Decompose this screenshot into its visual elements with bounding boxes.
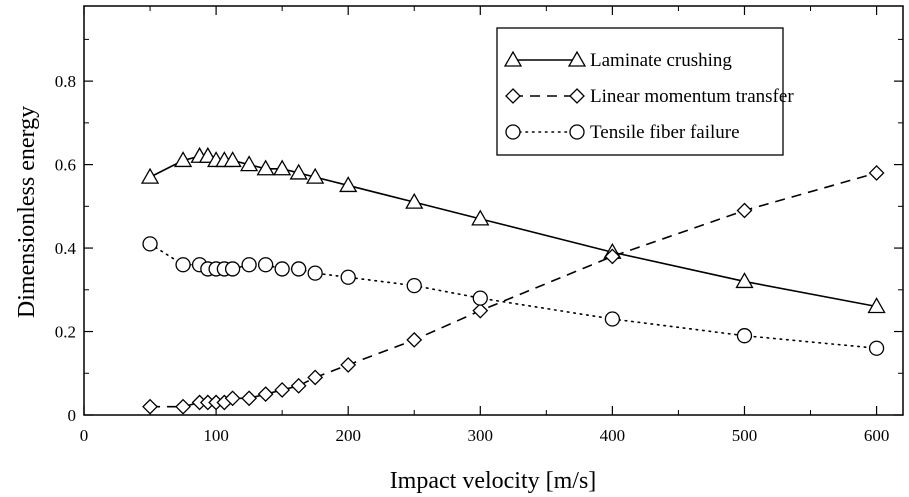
legend-label: Laminate crushing — [590, 50, 732, 71]
data-point-diamond — [224, 390, 241, 407]
data-point-diamond — [406, 331, 423, 348]
legend: Laminate crushing Linear momentum transfe… — [496, 27, 794, 156]
data-point-diamond — [274, 382, 291, 398]
legend-box — [496, 27, 784, 156]
data-point-triangle — [306, 167, 325, 184]
data-point-triangle — [339, 176, 358, 193]
data-point-circle — [257, 257, 274, 273]
data-point-circle — [604, 311, 621, 327]
y-tick-label: 0.2 — [55, 323, 76, 342]
x-tick-label: 0 — [80, 426, 89, 445]
x-axis-title: Impact velocity [m/s] — [390, 468, 597, 494]
data-point-circle — [340, 269, 356, 285]
legend-marker-triangle — [503, 50, 523, 67]
data-point-diamond — [307, 369, 324, 386]
y-tick-label: 0.4 — [55, 239, 77, 258]
data-point-diamond — [257, 386, 274, 403]
data-point-triangle — [867, 297, 886, 314]
series-line-circle — [149, 243, 878, 350]
data-point-circle — [291, 261, 307, 277]
x-tick-label: 400 — [600, 426, 626, 445]
data-point-circle — [868, 340, 885, 356]
data-point-diamond — [175, 398, 191, 415]
data-point-triangle — [223, 151, 242, 168]
x-tick-label: 100 — [203, 426, 229, 445]
data-point-circle — [224, 261, 241, 277]
data-point-triangle — [471, 209, 490, 226]
legend-marker-diamond — [505, 88, 521, 104]
data-point-diamond — [868, 165, 885, 181]
data-point-triangle — [140, 167, 160, 184]
x-tick-label: 300 — [468, 426, 494, 445]
legend-label: Tensile fiber failure — [590, 122, 740, 143]
data-point-diamond — [142, 398, 158, 415]
data-point-diamond — [340, 356, 357, 373]
x-tick-label: 500 — [732, 426, 758, 445]
y-tick-label: 0.6 — [55, 156, 76, 175]
y-tick-label: 0.8 — [55, 72, 76, 91]
series-diamond — [142, 165, 885, 415]
legend-marker-diamond — [569, 88, 585, 104]
data-point-circle — [472, 290, 488, 306]
data-point-triangle — [405, 192, 424, 209]
x-tick-label: 600 — [864, 426, 890, 445]
data-point-circle — [736, 328, 753, 344]
legend-marker-circle — [505, 124, 521, 140]
data-point-triangle — [173, 151, 193, 168]
legend-marker-circle — [569, 124, 585, 140]
data-point-circle — [406, 277, 422, 294]
data-point-triangle — [240, 155, 259, 172]
data-point-diamond — [472, 302, 489, 319]
data-point-circle — [274, 261, 290, 277]
y-axis-title: Dimensionless energy — [14, 106, 40, 318]
series-circle — [142, 236, 885, 356]
data-point-diamond — [241, 390, 258, 407]
series-layer — [140, 146, 886, 415]
data-point-triangle — [273, 159, 292, 176]
legend-label: Linear momentum transfer — [590, 86, 794, 107]
data-point-circle — [142, 236, 158, 252]
legend-marker-triangle — [567, 50, 587, 67]
data-point-circle — [175, 257, 191, 273]
axis-ticks: 0 100 200 300 400 500 600 0 0.2 0.4 0.6 0.8 — [55, 6, 903, 445]
data-point-triangle — [256, 159, 275, 176]
data-point-triangle — [735, 272, 754, 289]
data-point-triangle — [289, 163, 308, 180]
y-tick-label: 0 — [68, 406, 77, 425]
data-point-diamond — [736, 202, 753, 219]
series-triangle — [140, 146, 886, 314]
plot-frame — [83, 5, 904, 416]
x-tick-label: 200 — [335, 426, 361, 445]
data-point-diamond — [604, 248, 621, 265]
data-point-circle — [307, 265, 323, 281]
data-point-circle — [241, 257, 257, 273]
data-point-diamond — [290, 377, 307, 394]
